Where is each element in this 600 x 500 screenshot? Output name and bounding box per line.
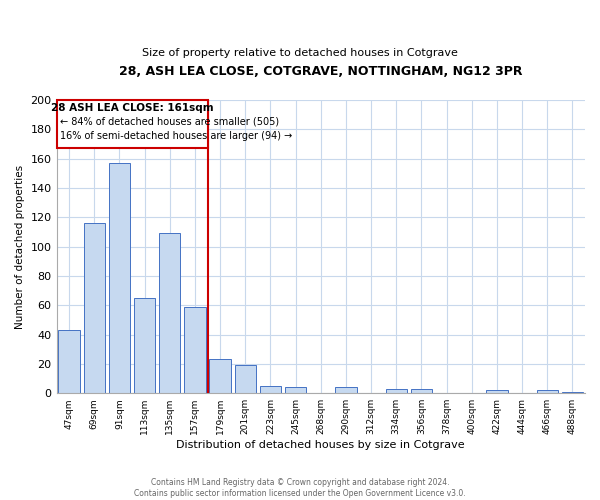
- Bar: [56, 100, 208, 148]
- Bar: [562, 392, 583, 393]
- Title: 28, ASH LEA CLOSE, COTGRAVE, NOTTINGHAM, NG12 3PR: 28, ASH LEA CLOSE, COTGRAVE, NOTTINGHAM,…: [119, 65, 523, 78]
- Bar: [486, 390, 508, 393]
- Bar: [83, 223, 105, 393]
- Bar: [335, 388, 356, 393]
- X-axis label: Distribution of detached houses by size in Cotgrave: Distribution of detached houses by size …: [176, 440, 465, 450]
- Bar: [235, 366, 256, 393]
- Bar: [260, 386, 281, 393]
- Text: Contains HM Land Registry data © Crown copyright and database right 2024.
Contai: Contains HM Land Registry data © Crown c…: [134, 478, 466, 498]
- Text: Size of property relative to detached houses in Cotgrave: Size of property relative to detached ho…: [142, 48, 458, 58]
- Bar: [386, 389, 407, 393]
- Bar: [184, 306, 206, 393]
- Text: 16% of semi-detached houses are larger (94) →: 16% of semi-detached houses are larger (…: [61, 130, 293, 140]
- Bar: [109, 163, 130, 393]
- Bar: [411, 389, 432, 393]
- Bar: [536, 390, 558, 393]
- Bar: [285, 388, 307, 393]
- Text: ← 84% of detached houses are smaller (505): ← 84% of detached houses are smaller (50…: [61, 117, 280, 127]
- Text: 28 ASH LEA CLOSE: 161sqm: 28 ASH LEA CLOSE: 161sqm: [51, 103, 214, 113]
- Y-axis label: Number of detached properties: Number of detached properties: [15, 164, 25, 328]
- Bar: [134, 298, 155, 393]
- Bar: [159, 234, 181, 393]
- Bar: [58, 330, 80, 393]
- Bar: [209, 360, 231, 393]
